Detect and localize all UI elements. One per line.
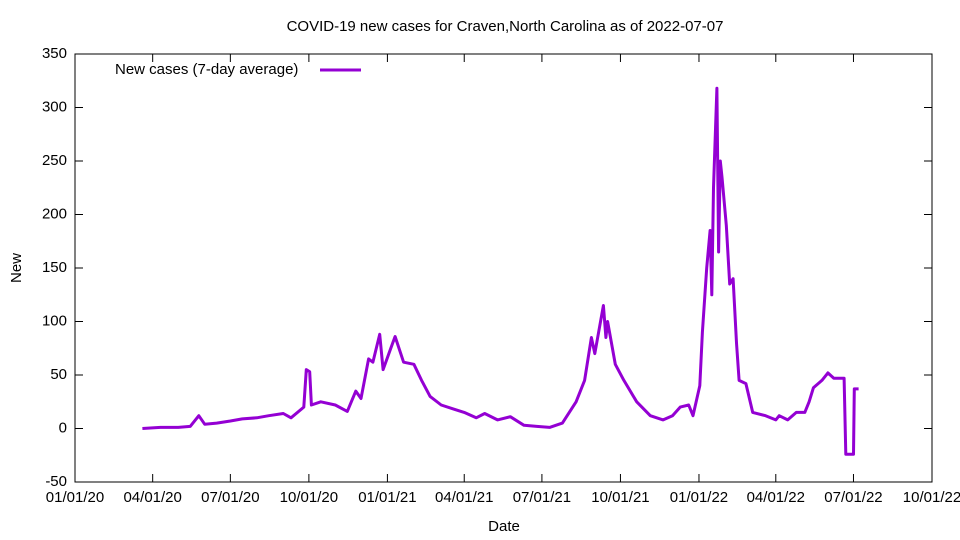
x-tick-label: 01/01/22 [670,489,728,506]
x-tick-label: 01/01/21 [358,489,416,506]
x-tick-label: 10/01/22 [903,489,960,506]
x-tick-label: 04/01/21 [435,489,493,506]
x-tick-label: 10/01/20 [280,489,338,506]
y-tick-label: 0 [59,419,67,436]
x-tick-label: 10/01/21 [591,489,649,506]
x-tick-label: 07/01/21 [513,489,571,506]
x-tick-label: 07/01/22 [824,489,882,506]
y-tick-label: 100 [42,312,67,329]
chart-title: COVID-19 new cases for Craven,North Caro… [287,18,724,35]
y-tick-label: -50 [45,473,67,490]
y-axis-label: New [8,253,25,283]
y-tick-label: 250 [42,152,67,169]
y-tick-label: 150 [42,259,67,276]
y-tick-label: 300 [42,98,67,115]
y-tick-label: 350 [42,45,67,62]
data-line [142,86,859,456]
x-tick-label: 07/01/20 [201,489,259,506]
y-tick-label: 200 [42,205,67,222]
x-tick-label: 04/01/22 [747,489,805,506]
legend-label: New cases (7-day average) [115,61,298,78]
y-tick-label: 50 [50,366,67,383]
x-axis-label: Date [488,518,520,535]
x-tick-label: 01/01/20 [46,489,104,506]
x-tick-label: 04/01/20 [123,489,181,506]
